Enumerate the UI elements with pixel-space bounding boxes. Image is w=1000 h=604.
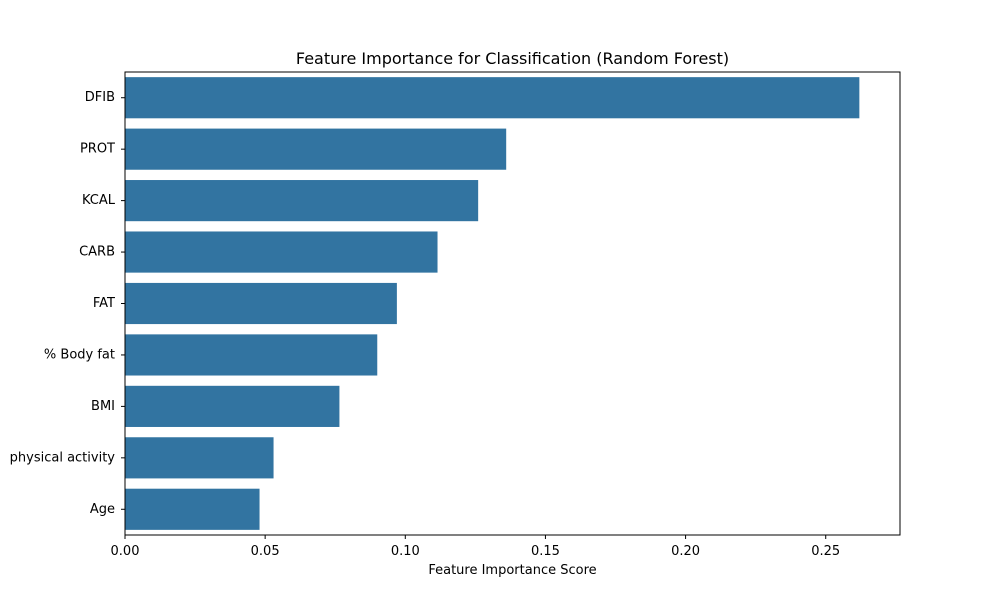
bar-bmi <box>125 385 340 427</box>
bar-body-fat <box>125 334 378 376</box>
bar-fat <box>125 282 397 325</box>
x-tick-label: 0.20 <box>671 544 700 559</box>
y-tick-label: % Body fat <box>44 347 115 362</box>
y-tick-label: CARB <box>79 245 115 260</box>
bar-age <box>125 488 260 530</box>
bar-prot <box>125 128 507 170</box>
bar-kcal <box>125 180 479 222</box>
x-tick-label: 0.05 <box>251 544 280 559</box>
y-tick-label: PROT <box>80 142 115 157</box>
x-axis-label: Feature Importance Score <box>428 563 596 578</box>
x-axis: 0.00 0.05 0.10 0.15 0.20 0.25 <box>111 535 840 559</box>
plot-frame <box>124 71 901 536</box>
bar-dfib <box>125 77 860 119</box>
x-tick-label: 0.25 <box>811 544 840 559</box>
y-tick-label: Age <box>90 502 115 517</box>
x-tick-label: 0.10 <box>391 544 420 559</box>
x-tick-label: 0.15 <box>531 544 560 559</box>
bar-physical-activity <box>125 437 274 479</box>
y-tick-label: KCAL <box>82 193 116 208</box>
y-tick-label: physical activity <box>10 450 116 465</box>
bar-carb <box>125 231 438 273</box>
y-tick-label: BMI <box>91 399 115 414</box>
x-tick-label: 0.00 <box>111 544 140 559</box>
chart-title: Feature Importance for Classification (R… <box>296 49 729 68</box>
y-tick-label: FAT <box>93 296 115 311</box>
y-tick-label: DFIB <box>85 90 115 105</box>
y-axis: DFIB PROT KCAL CARB FAT % Body fat BMI physical… <box>10 90 125 517</box>
bars-layer <box>125 77 860 530</box>
